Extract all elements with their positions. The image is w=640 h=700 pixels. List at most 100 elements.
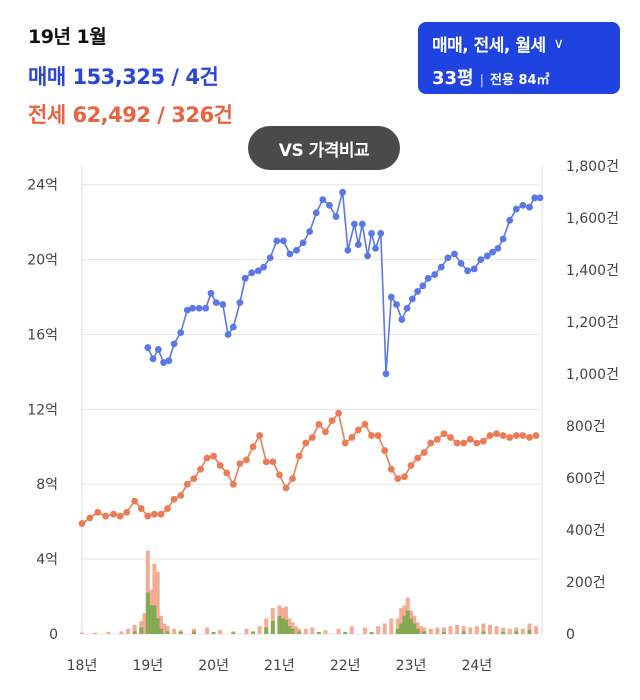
data-point bbox=[451, 250, 458, 258]
series-line bbox=[81, 411, 537, 525]
volume-bar bbox=[435, 627, 440, 634]
data-point bbox=[249, 443, 257, 451]
volume-bar bbox=[474, 626, 479, 634]
data-point bbox=[312, 209, 320, 217]
volume-bar bbox=[399, 608, 404, 634]
data-point bbox=[177, 329, 185, 337]
volume-bar bbox=[441, 631, 446, 634]
volume-bar bbox=[316, 631, 321, 634]
y-left-tick-label: 12억 bbox=[27, 402, 58, 418]
volume-bar bbox=[280, 618, 285, 634]
data-point bbox=[315, 420, 323, 428]
data-point bbox=[464, 267, 472, 275]
data-point bbox=[216, 462, 224, 469]
x-tick-label: 18년 bbox=[67, 658, 98, 674]
volume-bar bbox=[422, 631, 427, 634]
data-point bbox=[164, 505, 171, 512]
volume-bar bbox=[251, 631, 256, 634]
data-point bbox=[94, 508, 102, 516]
data-point bbox=[279, 237, 287, 245]
data-point bbox=[368, 229, 375, 237]
data-point bbox=[157, 510, 165, 518]
volume-bar bbox=[415, 628, 420, 634]
volume-bar bbox=[382, 623, 387, 634]
data-point bbox=[519, 201, 527, 209]
data-point bbox=[377, 229, 385, 237]
data-point bbox=[276, 471, 283, 479]
data-point bbox=[440, 430, 448, 438]
sale-price-summary: 매매 153,325 / 4건 bbox=[28, 65, 219, 89]
volume-bar bbox=[402, 615, 407, 634]
data-point bbox=[137, 505, 145, 512]
volume-bar bbox=[277, 615, 282, 634]
data-point bbox=[477, 256, 485, 263]
data-point bbox=[536, 194, 544, 202]
period-label: 19년 1월 bbox=[28, 26, 107, 48]
volume-bar bbox=[527, 623, 532, 634]
data-point bbox=[466, 435, 474, 443]
volume-bar bbox=[178, 631, 183, 634]
data-point bbox=[531, 194, 539, 202]
volume-bar bbox=[441, 627, 446, 634]
data-point bbox=[299, 239, 307, 247]
x-tick-label: 21년 bbox=[264, 658, 295, 674]
jeonse-price-summary: 전세 62,492 / 326건 bbox=[28, 103, 233, 127]
data-point bbox=[444, 254, 452, 262]
volume-bar bbox=[514, 631, 519, 634]
data-point bbox=[453, 439, 461, 447]
data-point bbox=[262, 458, 270, 466]
data-point bbox=[202, 304, 210, 312]
data-point bbox=[116, 512, 124, 520]
volume-bar bbox=[126, 628, 131, 634]
deal-filter-button[interactable]: 매매, 전세, 월세 ∨ 33평 | 전용 84㎡ bbox=[418, 22, 620, 94]
volume-bar bbox=[283, 619, 288, 634]
price-summary: 19년 1월 매매 153,325 / 4건 전세 62,492 / 326건 bbox=[28, 22, 233, 129]
y-left-tick-label: 0 bbox=[49, 627, 58, 643]
data-point bbox=[183, 306, 191, 314]
volume-bar bbox=[149, 605, 154, 634]
data-point bbox=[322, 428, 329, 436]
data-point bbox=[210, 452, 218, 460]
data-point bbox=[170, 495, 178, 503]
volume-bar bbox=[132, 624, 137, 634]
y-right-tick-label: 1,200건 bbox=[566, 315, 619, 331]
volume-bar bbox=[336, 628, 341, 634]
data-point bbox=[339, 188, 346, 196]
data-point bbox=[286, 250, 294, 258]
data-point bbox=[512, 432, 520, 439]
volume-bar bbox=[142, 613, 147, 634]
deal-types-label: 매매, 전세, 월세 bbox=[432, 36, 546, 56]
data-point bbox=[282, 484, 290, 492]
volume-bar bbox=[507, 628, 512, 634]
compare-button[interactable]: VS 가격비교 bbox=[248, 126, 400, 170]
volume-bar bbox=[155, 618, 160, 634]
data-point bbox=[302, 439, 310, 447]
volume-bar bbox=[287, 626, 292, 634]
volume-bar bbox=[362, 627, 367, 634]
data-point bbox=[131, 497, 139, 505]
data-point bbox=[197, 465, 204, 473]
volume-bar bbox=[399, 623, 404, 634]
y-right-tick-label: 200건 bbox=[566, 575, 606, 591]
volume-bar bbox=[297, 631, 302, 634]
data-point bbox=[344, 246, 352, 254]
x-tick-label: 22년 bbox=[330, 658, 361, 674]
data-point bbox=[526, 203, 533, 211]
data-point bbox=[341, 439, 349, 447]
volume-bar bbox=[264, 627, 269, 634]
volume-bar bbox=[145, 592, 150, 634]
volume-bar bbox=[428, 628, 433, 634]
data-point bbox=[420, 449, 428, 456]
volume-bar bbox=[270, 621, 275, 634]
x-tick-label: 20년 bbox=[198, 658, 229, 674]
data-point bbox=[269, 458, 277, 466]
volume-bar bbox=[448, 626, 453, 634]
data-point bbox=[506, 216, 514, 224]
volume-bar bbox=[218, 630, 223, 634]
volume-bar bbox=[481, 623, 486, 634]
data-point bbox=[110, 510, 117, 518]
volume-bar bbox=[191, 631, 196, 634]
data-point bbox=[394, 475, 402, 483]
data-point bbox=[328, 417, 336, 424]
data-point bbox=[407, 462, 415, 469]
